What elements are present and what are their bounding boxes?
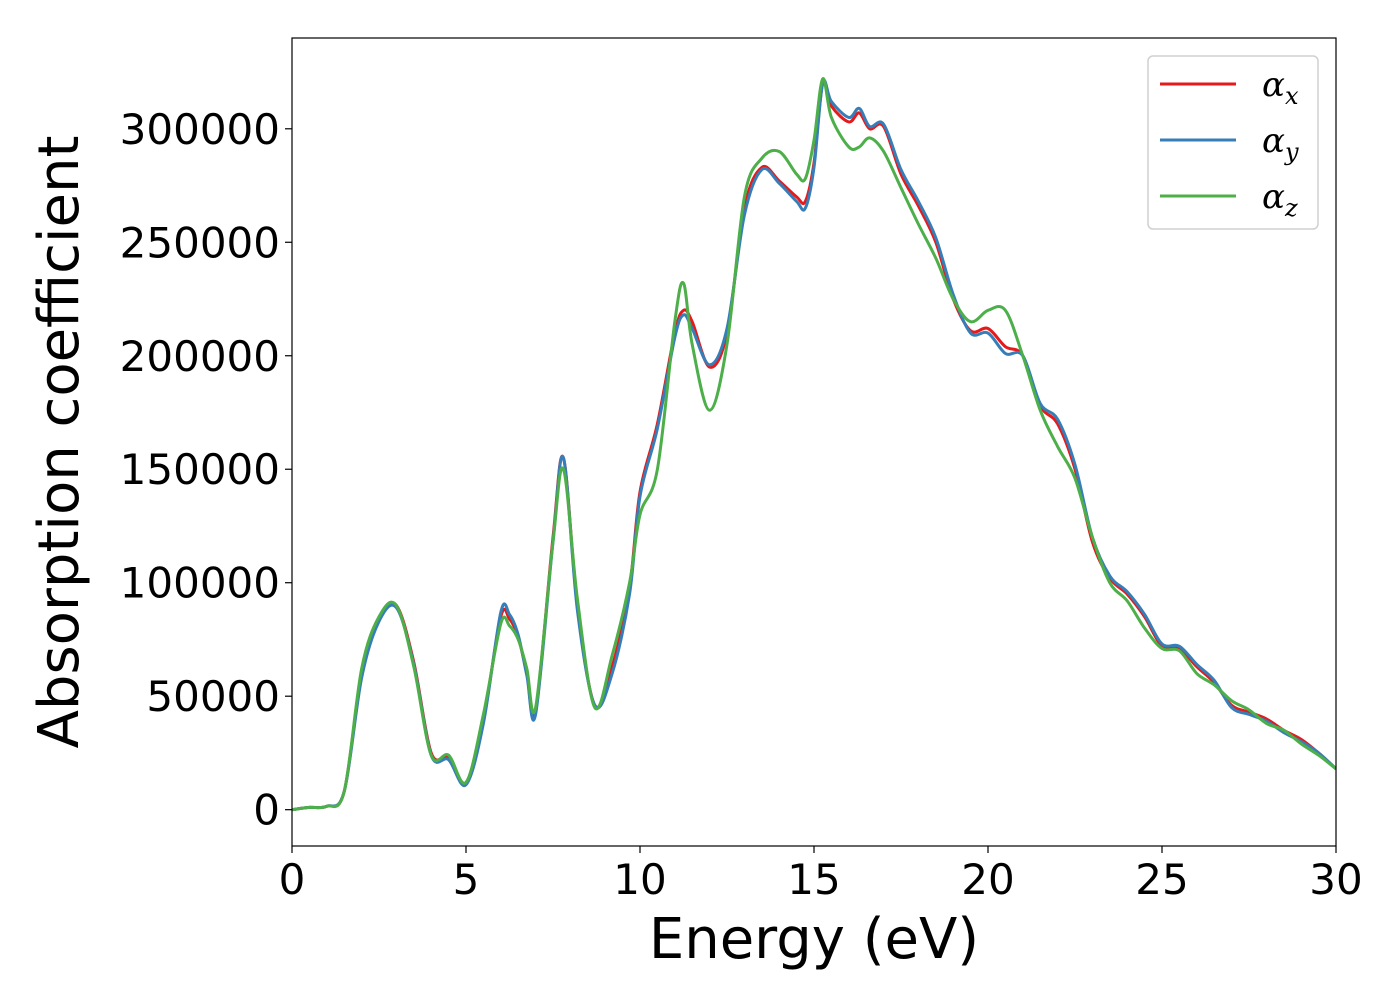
series-layer	[292, 77, 1336, 812]
legend-box	[1147, 55, 1319, 230]
x-tick-label: 10	[613, 855, 666, 904]
y-tick-label: 250000	[120, 218, 280, 267]
legend-label-x: αx	[1262, 65, 1299, 110]
x-tick-label: 15	[787, 855, 840, 904]
x-axis-ticks: 0 5 10 15 20 25 30	[279, 846, 1363, 904]
y-tick-label: 150000	[120, 445, 280, 494]
legend-label-z: αz	[1262, 177, 1298, 222]
y-axis-ticks: 0 50000 100000 150000 200000 250000 300000	[120, 105, 292, 835]
series-line-z	[292, 77, 1336, 812]
x-tick-label: 25	[1135, 855, 1188, 904]
series-line-y	[292, 79, 1336, 812]
x-tick-label: 5	[453, 855, 480, 904]
x-tick-label: 30	[1309, 855, 1362, 904]
y-tick-label: 0	[253, 786, 280, 835]
y-tick-label: 100000	[120, 559, 280, 608]
y-tick-label: 50000	[146, 672, 280, 721]
y-tick-label: 200000	[120, 332, 280, 381]
y-axis-title: Absorption coefficient	[27, 136, 92, 749]
legend-label-y: αy	[1262, 121, 1299, 166]
x-tick-label: 0	[279, 855, 306, 904]
x-tick-label: 20	[961, 855, 1014, 904]
legend: αx αy αz	[1147, 55, 1319, 230]
y-tick-label: 300000	[120, 105, 280, 154]
x-axis-title: Energy (eV)	[649, 907, 979, 972]
